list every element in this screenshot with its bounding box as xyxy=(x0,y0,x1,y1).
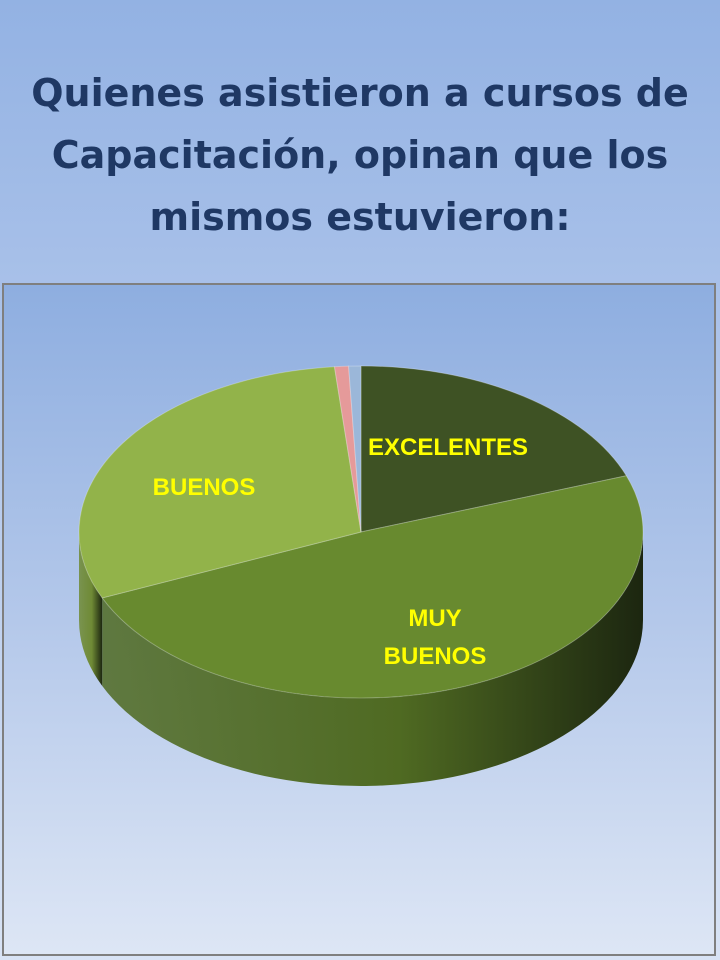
title-line-2: Capacitación, opinan que los xyxy=(51,133,669,177)
pie-chart: EXCELENTES MUY BUENOS BUENOS xyxy=(78,365,644,786)
slice-label-excelentes: EXCELENTES xyxy=(368,434,528,461)
slice-label-muy-buenos: MUY BUENOS xyxy=(384,605,487,670)
title-line-1: Quienes asistieron a cursos de xyxy=(31,71,689,115)
pie-slice-unlabeled-4 xyxy=(348,365,362,533)
pie-wall-buenos xyxy=(79,532,103,686)
pie-slice-excelentes-0 xyxy=(360,365,628,533)
slice-label-buenos: BUENOS xyxy=(153,474,256,501)
pie-slice-unlabeled-3 xyxy=(333,365,362,533)
pie-slice-muy-buenos-1 xyxy=(101,475,644,699)
title-line-3: mismos estuvieron: xyxy=(149,195,571,239)
chart-area: EXCELENTES MUY BUENOS BUENOS xyxy=(2,283,716,956)
pie-slice-buenos-2 xyxy=(78,366,362,599)
pie-wall-muy-buenos xyxy=(102,532,644,786)
page-title: Quienes asistieron a cursos de Capacitac… xyxy=(0,62,720,248)
